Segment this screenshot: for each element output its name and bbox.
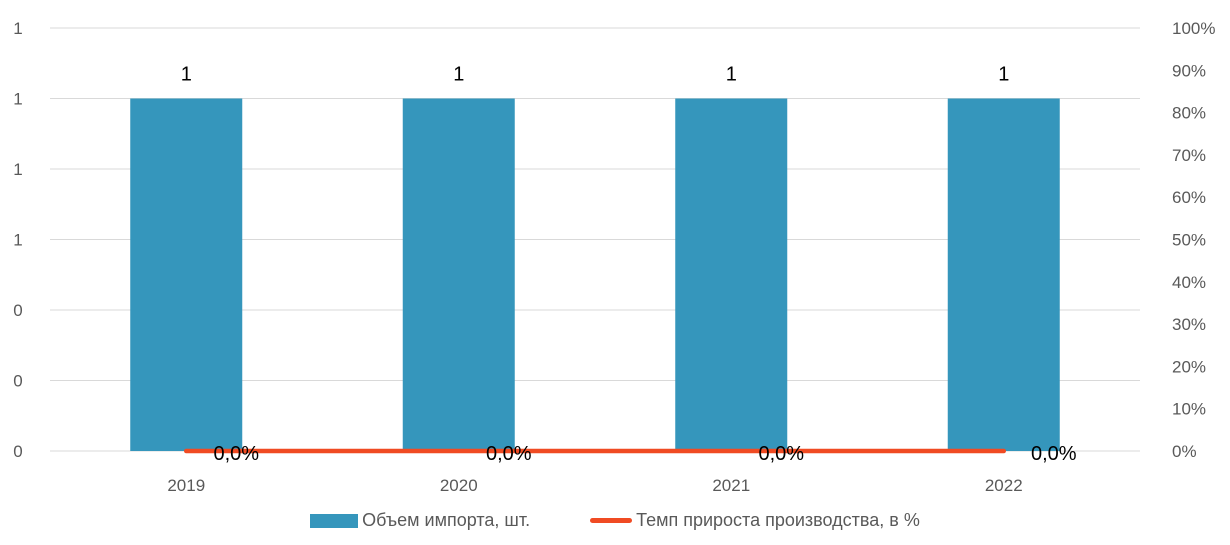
x-tick-label: 2019 [167, 476, 205, 495]
right-tick-label: 90% [1172, 61, 1206, 80]
bar-data-label: 1 [726, 64, 737, 86]
right-tick-label: 50% [1172, 231, 1206, 250]
bar-series [130, 98, 1060, 451]
right-tick-label: 10% [1172, 400, 1206, 419]
legend-swatch-line [590, 518, 633, 523]
left-tick-label: 1 [13, 90, 22, 109]
right-tick-label: 40% [1172, 273, 1206, 292]
right-axis-ticks: 0% 10% 20% 30% 40% 50% 60% 70% 80% 90% 100% [1172, 19, 1215, 461]
bar [402, 98, 515, 451]
right-tick-label: 70% [1172, 146, 1206, 165]
legend-label-bar-series: Объем импорта, шт. [362, 510, 531, 530]
x-axis-ticks: 2019 2020 2021 2022 [167, 476, 1022, 495]
right-tick-label: 20% [1172, 357, 1206, 376]
bar-data-label: 1 [181, 64, 192, 86]
bar [675, 98, 788, 451]
legend: Объем импорта, шт. Темп прироста произво… [0, 510, 1230, 531]
bar-data-label: 1 [998, 64, 1009, 86]
left-tick-label: 0 [13, 301, 22, 320]
right-tick-label: 100% [1172, 19, 1215, 38]
x-tick-label: 2020 [440, 476, 478, 495]
right-tick-label: 0% [1172, 442, 1197, 461]
combo-chart: 0 0 0 1 1 1 1 0% 10% 20% 30% 40% 50% 60% 70% 80% 90% 100… [13, 19, 1215, 495]
x-tick-label: 2022 [985, 476, 1023, 495]
legend-swatch-bar [310, 513, 359, 528]
left-tick-label: 1 [13, 160, 22, 179]
right-tick-label: 80% [1172, 104, 1206, 123]
right-tick-label: 60% [1172, 188, 1206, 207]
left-tick-label: 0 [13, 372, 22, 391]
legend-item-bar-series: Объем импорта, шт. [310, 510, 530, 531]
legend-label-line-series: Темп прироста производства, в % [636, 510, 920, 530]
bar [130, 98, 243, 451]
line-data-label: 0,0% [758, 443, 804, 465]
bar [947, 98, 1060, 451]
bar-data-label: 1 [453, 64, 464, 86]
line-data-label: 0,0% [1031, 443, 1077, 465]
left-tick-label: 1 [13, 231, 22, 250]
line-data-label: 0,0% [213, 443, 259, 465]
left-tick-label: 0 [13, 442, 22, 461]
left-axis-ticks: 0 0 0 1 1 1 1 [13, 19, 22, 461]
line-data-label: 0,0% [486, 443, 532, 465]
right-tick-label: 30% [1172, 315, 1206, 334]
legend-item-line-series: Темп прироста производства, в % [590, 510, 920, 531]
left-tick-label: 1 [13, 19, 22, 38]
x-tick-label: 2021 [712, 476, 750, 495]
bar-data-labels: 1 1 1 1 [181, 64, 1010, 86]
line-data-labels: 0,0% 0,0% 0,0% 0,0% [213, 443, 1076, 465]
